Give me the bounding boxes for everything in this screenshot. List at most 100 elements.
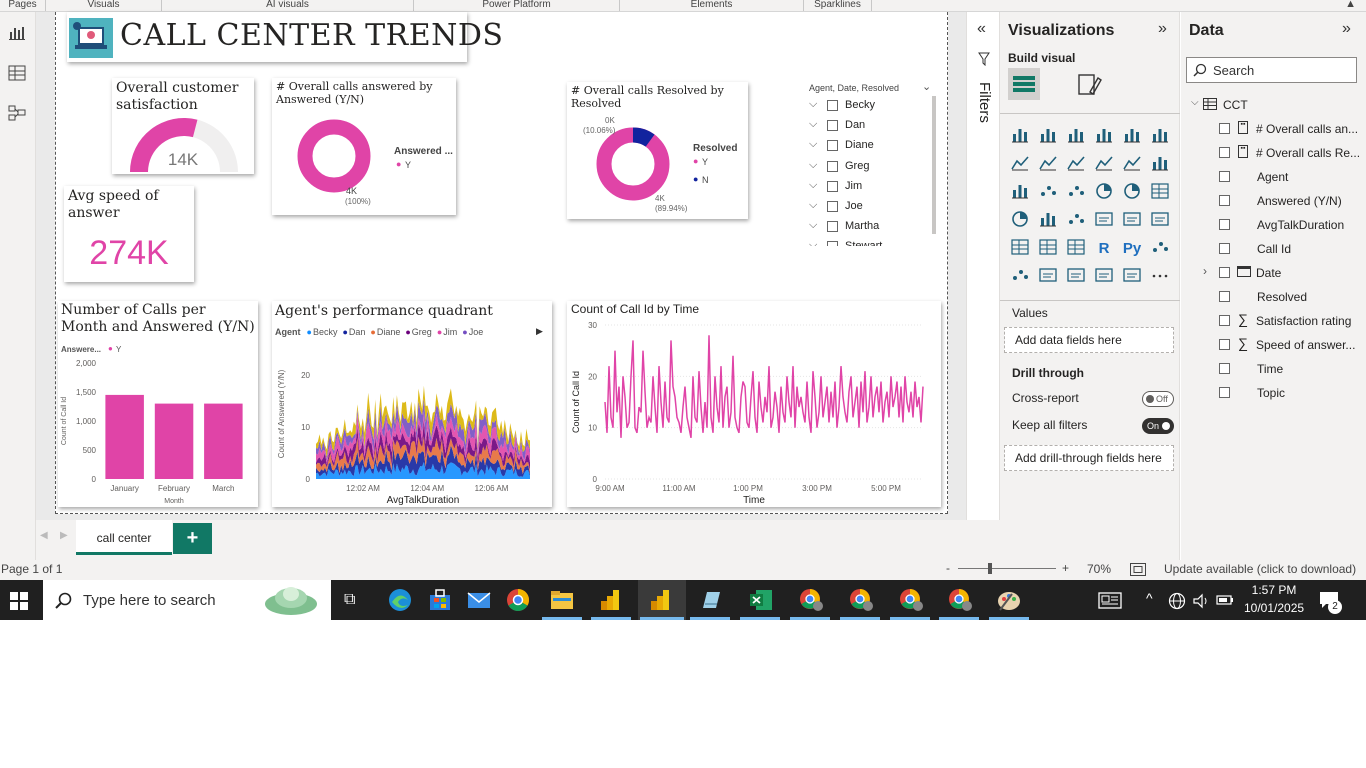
line-series[interactable] [604,335,924,439]
field-checkbox[interactable] [1219,123,1230,134]
calls-per-month-card[interactable]: Number of Calls per Month and Answered (… [58,301,258,507]
field-item[interactable]: AvgTalkDuration [1181,214,1366,238]
field-checkbox[interactable] [1219,315,1230,326]
paint-icon[interactable] [996,588,1022,612]
clock-date[interactable]: 10/01/2025 [1244,601,1305,615]
field-item[interactable]: Agent [1181,166,1366,190]
zoom-slider-thumb[interactable] [988,563,992,574]
field-checkbox[interactable] [1219,267,1230,278]
fit-to-page-icon[interactable] [1130,563,1146,576]
filters-pane-collapsed[interactable]: « Filters [966,12,1000,520]
table-icon[interactable] [1038,238,1058,256]
ribbon-chart-icon[interactable] [1150,154,1170,172]
powerbi-active-icon[interactable] [648,588,674,612]
donut-chart-icon[interactable] [1122,182,1142,200]
bar[interactable] [204,403,243,479]
slicer-item[interactable]: ⌵ Martha [808,217,932,237]
bar[interactable] [154,403,194,479]
ribbon-group-visuals[interactable]: Visuals [46,0,162,11]
csat-card[interactable]: Overall customer satisfaction 14K [112,78,254,174]
line-clustered-column-icon[interactable] [1122,154,1142,172]
line-chart-icon[interactable] [1010,154,1030,172]
cross-report-toggle[interactable]: Off [1142,391,1174,407]
chrome-profile-icon[interactable] [848,588,874,612]
waterfall-icon[interactable] [1010,182,1030,200]
filters-label[interactable]: Filters [976,82,993,123]
quadrant-area-series[interactable] [316,385,530,459]
field-item[interactable]: ▪▪ # Overall calls an... [1181,118,1366,142]
slicer-icon[interactable] [1010,238,1030,256]
prev-page-icon[interactable]: ◀ [40,530,48,541]
treemap-icon[interactable] [1150,182,1170,200]
quadrant-area-series[interactable] [316,419,530,470]
field-checkbox[interactable] [1219,291,1230,302]
100-stacked-bar-icon[interactable] [1122,126,1142,144]
decomposition-tree-icon[interactable] [1010,266,1030,284]
quadrant-legend-item[interactable]: Greg [411,327,432,337]
area-chart-icon[interactable] [1038,154,1058,172]
slicer-item[interactable]: ⌵ Becky [808,96,932,116]
ribbon-group-power-platform[interactable]: Power Platform [414,0,620,11]
field-item[interactable]: Answered (Y/N) [1181,190,1366,214]
map-icon[interactable] [1010,210,1030,228]
quadrant-legend-item[interactable]: Joe [468,327,484,337]
chevron-down-icon[interactable]: ⌵ [809,239,818,246]
field-item[interactable]: Resolved [1181,286,1366,310]
stacked-column-chart-icon[interactable] [1038,126,1058,144]
powerbi-icon[interactable] [598,588,624,612]
funnel-icon[interactable] [1038,182,1058,200]
chevron-up-icon[interactable]: ▲ [1345,0,1356,10]
slicer-item[interactable]: ⌵ Greg [808,157,932,177]
field-checkbox[interactable] [1219,171,1230,182]
field-checkbox[interactable] [1219,147,1230,158]
trophy-icon[interactable] [1094,266,1114,284]
chevron-down-icon[interactable]: ⌵ [809,158,818,171]
stacked-bar-chart-icon[interactable] [1010,126,1030,144]
slicer-checkbox[interactable] [827,201,838,212]
chrome-profile-icon[interactable] [798,588,824,612]
chevron-right-double-icon[interactable]: » [1158,20,1167,37]
store-icon[interactable] [427,588,453,612]
pie-chart-icon[interactable] [1094,182,1114,200]
quadrant-legend-item[interactable]: Dan [348,327,366,337]
bar[interactable] [105,394,144,479]
format-visual-icon[interactable] [1076,72,1102,98]
slicer-dropdown-icon[interactable]: ⌄ [922,81,932,93]
ribbon-group-elements[interactable]: Elements [620,0,804,11]
more-visuals-icon[interactable] [1150,266,1170,284]
zoom-in-button[interactable]: + [1062,561,1070,575]
quadrant-area-series[interactable] [316,436,530,475]
chevron-up-icon[interactable]: ^ [1146,590,1153,606]
notepad-icon[interactable] [698,588,724,612]
quadrant-area-series[interactable] [316,411,530,465]
line-column-icon[interactable] [1094,154,1114,172]
quadrant-area-series[interactable] [316,445,530,477]
r-visual-icon[interactable]: R [1094,238,1114,256]
clustered-column-chart-icon[interactable] [1094,126,1114,144]
field-item[interactable]: ∑ Satisfaction rating [1181,310,1366,334]
chrome-profile-icon[interactable] [898,588,924,612]
chevron-left-double-icon[interactable]: « [977,20,986,37]
slicer-checkbox[interactable] [827,160,838,172]
field-item[interactable]: › Date [1181,262,1366,286]
build-visual-tab[interactable] [1008,68,1040,100]
chevron-down-icon[interactable]: ⌵ [809,98,818,110]
news-widget-icon[interactable] [1098,592,1122,609]
table-view-icon[interactable] [7,64,27,82]
paginated-report-icon[interactable] [1122,266,1142,284]
smart-narrative-icon[interactable] [1066,266,1086,284]
mail-icon[interactable] [466,588,492,612]
chevron-down-icon[interactable]: ⌵ [1191,97,1199,108]
resolved-donut-card[interactable]: # Overall calls Resolved by Resolved Res… [567,82,748,219]
task-view-icon[interactable]: ⧉ [344,591,356,608]
field-checkbox[interactable] [1219,363,1230,374]
slicer-scrollbar[interactable] [932,96,936,234]
field-item[interactable]: Topic [1181,382,1366,406]
slicer-checkbox[interactable] [827,140,838,152]
answered-donut-card[interactable]: # Overall calls answered by Answered (Y/… [272,78,456,215]
field-checkbox[interactable] [1219,243,1230,254]
field-item[interactable]: ∑ Speed of answer... [1181,334,1366,358]
speed-card[interactable]: Avg speed of answer 274K [64,186,194,282]
field-checkbox[interactable] [1219,195,1230,206]
field-checkbox[interactable] [1219,219,1230,230]
